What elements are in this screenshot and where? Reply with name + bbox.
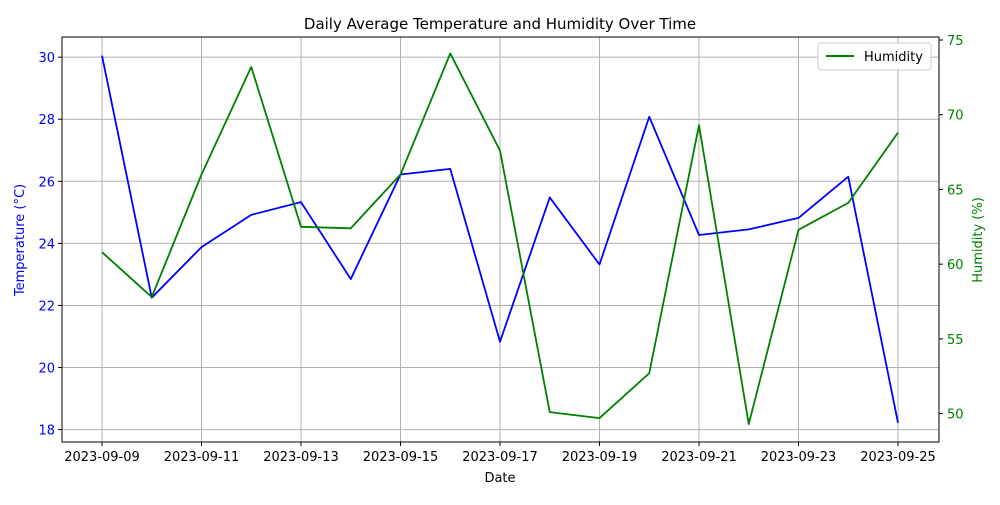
left-y-tick-label: 24 (38, 237, 55, 252)
left-y-tick-label: 22 (38, 299, 55, 314)
right-y-tick-label: 55 (947, 333, 964, 348)
legend-label-humidity: Humidity (864, 50, 923, 65)
left-axis: 18 20 22 24 26 28 30 (38, 51, 62, 439)
right-y-tick-label: 50 (947, 408, 964, 423)
chart-title: Daily Average Temperature and Humidity O… (304, 15, 696, 33)
right-y-tick-label: 70 (947, 109, 964, 124)
x-axis-label: Date (484, 471, 515, 486)
series-layer (101, 52, 899, 425)
left-y-tick-label: 28 (38, 113, 55, 128)
legend: Humidity (817, 42, 932, 71)
x-tick-label: 2023-09-15 (363, 450, 439, 465)
x-tick-label: 2023-09-17 (462, 450, 538, 465)
left-y-tick-label: 18 (38, 424, 55, 439)
right-y-tick-label: 75 (947, 34, 964, 49)
right-axis: 50 55 60 65 70 75 (939, 34, 964, 423)
x-tick-label: 2023-09-21 (661, 450, 737, 465)
x-tick-label: 2023-09-11 (164, 450, 240, 465)
x-tick-label: 2023-09-23 (761, 450, 837, 465)
humidity-line (101, 52, 899, 425)
x-tick-label: 2023-09-25 (860, 450, 936, 465)
left-y-tick-label: 20 (38, 362, 55, 377)
left-y-tick-label: 30 (38, 51, 55, 66)
right-y-tick-label: 60 (947, 258, 964, 273)
x-tick-label: 2023-09-13 (263, 450, 339, 465)
left-y-tick-label: 26 (38, 175, 55, 190)
x-axis: 2023-09-09 2023-09-11 2023-09-13 2023-09-15… (64, 442, 936, 465)
temperature-line (101, 55, 899, 423)
x-tick-label: 2023-09-09 (64, 450, 140, 465)
right-axis-label: Humidity (%) (971, 197, 986, 283)
legend-box (817, 42, 932, 71)
grid-layer (62, 37, 939, 442)
right-y-tick-label: 65 (947, 183, 964, 198)
left-axis-label: Temperature (°C) (13, 184, 28, 297)
x-tick-label: 2023-09-19 (562, 450, 638, 465)
